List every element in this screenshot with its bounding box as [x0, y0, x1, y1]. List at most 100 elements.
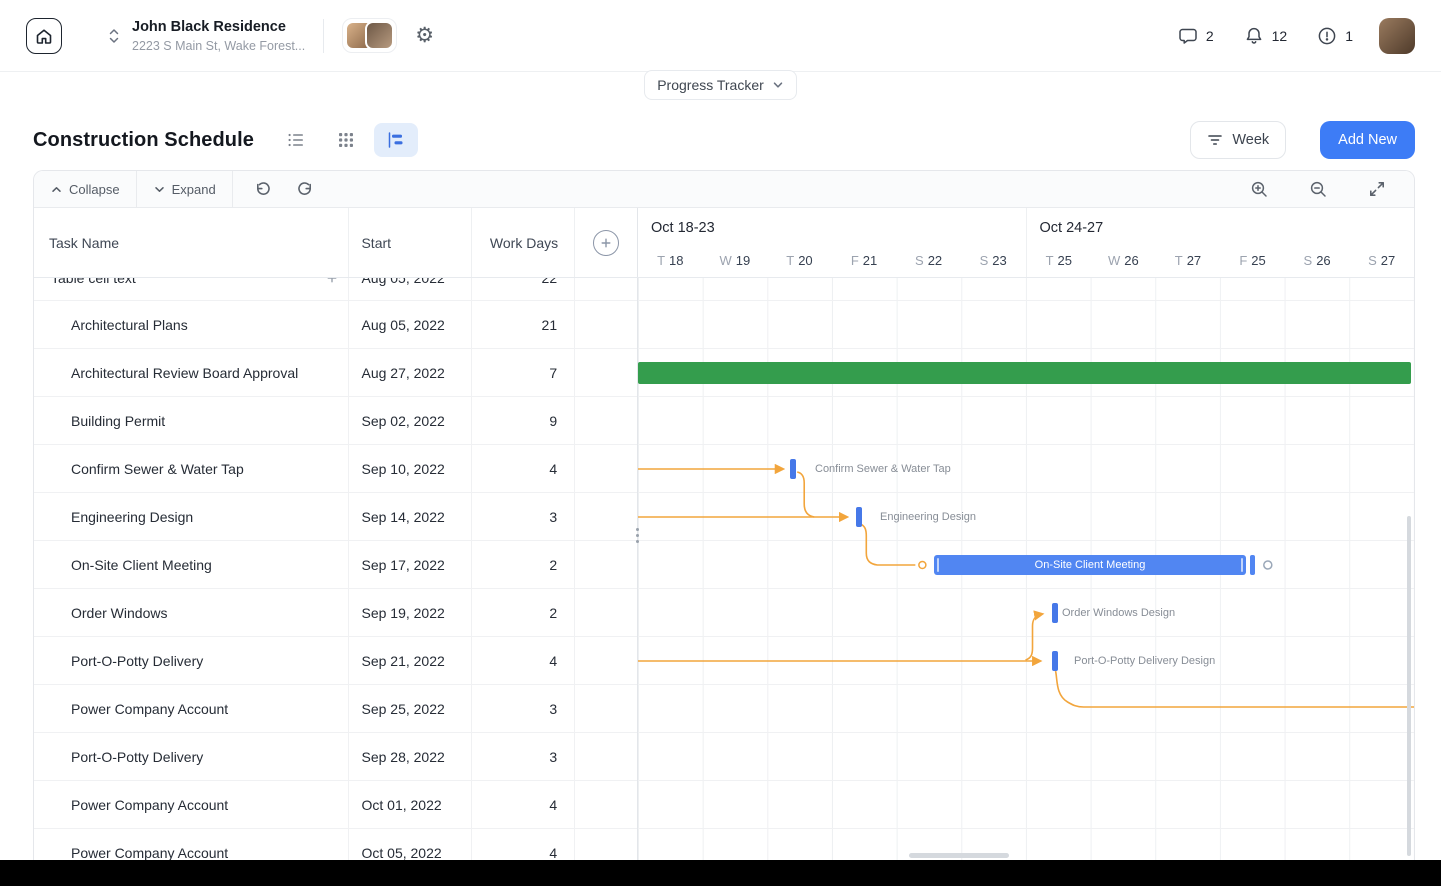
- milestone-label: Port-O-Potty Delivery Design: [1074, 655, 1216, 667]
- task-name-cell[interactable]: Order Windows: [34, 589, 350, 636]
- table-row[interactable]: Power Company Account Sep 25, 2022 3: [34, 685, 637, 733]
- task-name-cell[interactable]: Port-O-Potty Delivery: [34, 637, 350, 684]
- partial-row-clip: Table cell text Aug 05, 2022 22: [34, 278, 637, 301]
- add-new-button[interactable]: Add New: [1320, 121, 1415, 159]
- start-date-cell[interactable]: Sep 25, 2022: [349, 685, 473, 732]
- filter-icon: [1207, 132, 1223, 148]
- table-row[interactable]: On-Site Client Meeting Sep 17, 2022 2: [34, 541, 637, 589]
- start-date-cell[interactable]: Sep 28, 2022: [349, 733, 473, 780]
- project-name: John Black Residence: [132, 18, 286, 35]
- work-days-cell[interactable]: 2: [472, 589, 576, 636]
- table-row[interactable]: Power Company Account Oct 01, 2022 4: [34, 781, 637, 829]
- task-name-cell[interactable]: Architectural Plans: [34, 301, 350, 348]
- work-days-cell[interactable]: 22: [472, 278, 576, 300]
- milestone-order-windows[interactable]: [1052, 603, 1058, 623]
- work-days-cell[interactable]: 4: [472, 445, 576, 492]
- work-days-cell[interactable]: 3: [472, 685, 576, 732]
- column-header-start[interactable]: Start: [349, 208, 473, 277]
- start-date-cell[interactable]: Aug 05, 2022: [349, 301, 473, 348]
- task-name-cell[interactable]: Table cell text: [34, 278, 350, 300]
- zoom-in-button[interactable]: [1250, 180, 1269, 199]
- task-name-cell[interactable]: Building Permit: [34, 397, 350, 444]
- work-days-cell[interactable]: 2: [472, 541, 576, 588]
- messages-badge[interactable]: 2: [1178, 26, 1214, 46]
- milestone-port-o-potty-delivery[interactable]: [1052, 651, 1058, 671]
- task-name-cell[interactable]: Power Company Account: [34, 685, 350, 732]
- gantt-row-stripe: [638, 301, 1414, 349]
- table-row[interactable]: Architectural Review Board Approval Aug 2…: [34, 349, 637, 397]
- gantt-view-button[interactable]: [374, 123, 419, 157]
- table-row[interactable]: Table cell text Aug 05, 2022 22: [34, 278, 637, 300]
- redo-button[interactable]: [297, 180, 315, 198]
- horizontal-scrollbar[interactable]: [909, 853, 1009, 858]
- task-name-cell[interactable]: On-Site Client Meeting: [34, 541, 350, 588]
- start-date-cell[interactable]: Aug 05, 2022: [349, 278, 473, 300]
- work-days-cell[interactable]: 3: [472, 493, 576, 540]
- notifications-badge[interactable]: 12: [1244, 26, 1287, 46]
- alerts-badge[interactable]: 1: [1317, 26, 1353, 46]
- grid-view-button[interactable]: [324, 123, 368, 157]
- work-days-cell[interactable]: 4: [472, 781, 576, 828]
- chat-icon: [1178, 26, 1198, 46]
- work-days-cell[interactable]: 4: [472, 637, 576, 684]
- gantt-row-stripe: [638, 685, 1414, 733]
- table-row[interactable]: Architectural Plans Aug 05, 2022 21: [34, 301, 637, 349]
- vertical-scrollbar[interactable]: [1407, 516, 1411, 856]
- row-add-icon[interactable]: [326, 278, 338, 284]
- table-row[interactable]: Engineering Design Sep 14, 2022 3: [34, 493, 637, 541]
- gantt-bar-on-site-client-meeting[interactable]: On-Site Client Meeting: [934, 555, 1246, 575]
- gantt-bar-architectural-review-board-approval[interactable]: [638, 362, 1411, 384]
- fullscreen-button[interactable]: [1368, 180, 1386, 198]
- table-row[interactable]: Power Company Account Oct 05, 2022 4: [34, 829, 637, 860]
- progress-tracker-dropdown[interactable]: Progress Tracker: [644, 70, 797, 100]
- week-filter-button[interactable]: Week: [1190, 121, 1287, 159]
- zoom-out-button[interactable]: [1309, 180, 1328, 199]
- start-date-cell[interactable]: Aug 27, 2022: [349, 349, 473, 396]
- work-days-cell[interactable]: 7: [472, 349, 576, 396]
- home-button[interactable]: [26, 17, 62, 54]
- task-name-cell[interactable]: Engineering Design: [34, 493, 350, 540]
- start-date-cell[interactable]: Oct 01, 2022: [349, 781, 473, 828]
- table-row[interactable]: Confirm Sewer & Water Tap Sep 10, 2022 4: [34, 445, 637, 493]
- table-row[interactable]: Port-O-Potty Delivery Sep 28, 2022 3: [34, 733, 637, 781]
- start-date-cell[interactable]: Sep 17, 2022: [349, 541, 473, 588]
- collapse-all-button[interactable]: Collapse: [50, 182, 120, 197]
- start-date-cell[interactable]: Oct 05, 2022: [349, 829, 473, 860]
- column-header-work-days[interactable]: Work Days: [472, 208, 576, 277]
- project-switcher[interactable]: John Black Residence 2223 S Main St, Wak…: [106, 18, 305, 54]
- table-row[interactable]: Building Permit Sep 02, 2022 9: [34, 397, 637, 445]
- task-name-cell[interactable]: Power Company Account: [34, 781, 350, 828]
- gear-icon[interactable]: ⚙: [415, 24, 435, 47]
- task-name-cell[interactable]: Power Company Account: [34, 829, 350, 860]
- start-date-cell[interactable]: Sep 02, 2022: [349, 397, 473, 444]
- milestone-engineering-design[interactable]: [856, 507, 862, 527]
- work-days-cell[interactable]: 3: [472, 733, 576, 780]
- list-view-button[interactable]: [274, 123, 318, 157]
- undo-button[interactable]: [253, 180, 271, 198]
- task-name-cell[interactable]: Confirm Sewer & Water Tap: [34, 445, 350, 492]
- view-toggle-group: [274, 123, 419, 157]
- task-name-cell[interactable]: Port-O-Potty Delivery: [34, 733, 350, 780]
- milestone-confirm-sewer-water-tap[interactable]: [790, 459, 796, 479]
- add-column-button[interactable]: [593, 229, 620, 256]
- start-date-cell[interactable]: Sep 14, 2022: [349, 493, 473, 540]
- table-row[interactable]: Port-O-Potty Delivery Sep 21, 2022 4: [34, 637, 637, 685]
- work-days-cell[interactable]: 21: [472, 301, 576, 348]
- day-column-header: F 21: [850, 253, 878, 268]
- chevron-down-icon: [772, 79, 784, 91]
- task-name-cell[interactable]: Architectural Review Board Approval: [34, 349, 350, 396]
- day-column-header: W 26: [1107, 253, 1139, 268]
- team-avatar-group[interactable]: [342, 18, 398, 53]
- expand-all-button[interactable]: Expand: [153, 182, 216, 197]
- start-date-cell[interactable]: Sep 21, 2022: [349, 637, 473, 684]
- gantt-bar-resize-handle[interactable]: [1250, 555, 1255, 575]
- column-header-task-name[interactable]: Task Name: [34, 208, 350, 277]
- start-date-cell[interactable]: Sep 10, 2022: [349, 445, 473, 492]
- start-date-cell[interactable]: Sep 19, 2022: [349, 589, 473, 636]
- user-avatar[interactable]: [1379, 17, 1415, 54]
- column-resize-handle[interactable]: [633, 524, 641, 546]
- day-column-header: T 18: [657, 253, 684, 268]
- table-row[interactable]: Order Windows Sep 19, 2022 2: [34, 589, 637, 637]
- work-days-cell[interactable]: 9: [472, 397, 576, 444]
- work-days-cell[interactable]: 4: [472, 829, 576, 860]
